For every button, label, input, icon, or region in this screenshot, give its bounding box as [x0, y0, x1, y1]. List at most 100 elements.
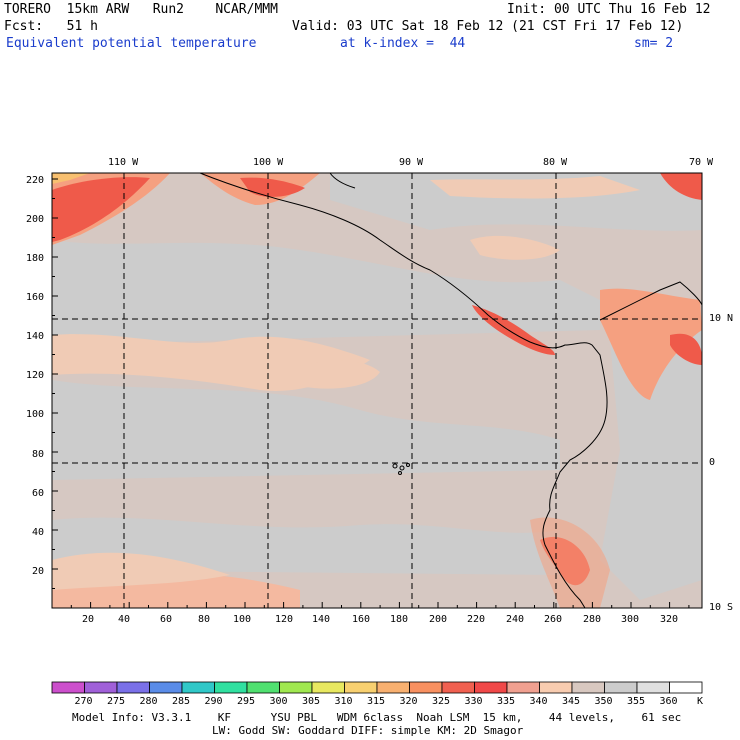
colorbar-label: 270 — [74, 696, 93, 707]
galapagos-island — [399, 465, 405, 471]
colorbar-swatch — [474, 681, 508, 694]
colorbar-label: 325 — [432, 696, 451, 707]
lon-label-100w: 100 W — [253, 157, 284, 168]
y-tick-label: 220 — [26, 175, 45, 186]
colorbar-label: 335 — [497, 696, 516, 707]
y-tick-label: 180 — [26, 253, 45, 264]
lon-label-110w: 110 W — [108, 157, 139, 168]
colorbar-swatch — [344, 681, 378, 694]
colorbar-swatch — [246, 681, 280, 694]
field-region-350K — [52, 380, 560, 480]
level-index: at k-index = 44 — [340, 36, 466, 51]
model-run-title: TORERO 15km ARW Run2 NCAR/MMM — [4, 2, 278, 17]
model-info-line2: LW: Godd SW: Goddard DIFF: simple KM: 2D… — [212, 724, 524, 737]
valid-time: Valid: 03 UTC Sat 18 Feb 12 (21 CST Fri … — [292, 19, 684, 34]
colorbar-label: 355 — [627, 696, 646, 707]
x-tick-label: 40 — [118, 614, 131, 625]
lat-label-0: 0 — [709, 457, 716, 468]
field-region-330K — [472, 305, 555, 355]
x-tick-label: 160 — [352, 614, 371, 625]
colorbar-swatch — [116, 681, 150, 694]
map-field — [52, 173, 702, 608]
field-name: Equivalent potential temperature — [6, 36, 257, 51]
y-tick-label: 80 — [32, 449, 45, 460]
galapagos-island — [392, 463, 398, 469]
lon-label-70w: 70 W — [689, 157, 714, 168]
field-region-350K — [52, 517, 560, 575]
forecast-hour: Fcst: 51 h — [4, 19, 98, 34]
colorbar-swatch — [149, 681, 183, 694]
colorbar-label: 360 — [659, 696, 678, 707]
colorbar-swatch — [51, 681, 85, 694]
x-tick-label: 100 — [233, 614, 252, 625]
graticule — [52, 173, 702, 608]
y-tick-label: 40 — [32, 527, 45, 538]
colorbar-label: 345 — [562, 696, 581, 707]
x-tick-label: 280 — [583, 614, 602, 625]
field-region-330K — [240, 177, 305, 197]
x-tick-label: 20 — [82, 614, 95, 625]
field-region-350K — [600, 330, 702, 600]
x-tick-label: 200 — [429, 614, 448, 625]
colorbar-unit: K — [697, 696, 704, 707]
x-tick-label: 220 — [467, 614, 486, 625]
colorbar-label: 320 — [399, 696, 418, 707]
y-tick-label: 60 — [32, 488, 45, 499]
colorbar-label: 300 — [269, 696, 288, 707]
lon-label-80w: 80 W — [543, 157, 568, 168]
x-tick-label: 120 — [275, 614, 294, 625]
central-south-america-coastline — [199, 172, 608, 609]
x-tick-label: 80 — [198, 614, 211, 625]
field-region-335K — [600, 288, 702, 400]
axis-tick-marks — [51, 178, 690, 609]
x-tick-label: 60 — [160, 614, 173, 625]
galapagos-island — [398, 471, 402, 475]
colorbar-label: 280 — [139, 696, 158, 707]
colorbar-swatch — [181, 681, 215, 694]
model-info-line1: Model Info: V3.3.1 KF YSU PBL WDM 6class… — [72, 711, 682, 724]
lon-label-90w: 90 W — [399, 157, 424, 168]
x-tick-label: 300 — [621, 614, 640, 625]
x-tick-label: 260 — [544, 614, 563, 625]
y-tick-label: 20 — [32, 566, 45, 577]
y-tick-label: 100 — [26, 409, 45, 420]
mexico-coastline — [329, 172, 356, 189]
colorbar-swatch — [539, 681, 573, 694]
colorbar-swatch — [279, 681, 313, 694]
field-region-340K — [52, 552, 230, 590]
colorbar-label: 315 — [367, 696, 386, 707]
colorbar-swatch — [409, 681, 443, 694]
colorbar-swatch — [571, 681, 605, 694]
y-tick-label: 120 — [26, 370, 45, 381]
y-tick-label: 140 — [26, 331, 45, 342]
plot-frame — [51, 172, 703, 609]
colorbar-swatch — [604, 681, 638, 694]
colorbar-swatch — [636, 681, 670, 694]
colorbar-label: 350 — [594, 696, 613, 707]
field-region-320K — [52, 173, 90, 184]
x-tick-label: 320 — [660, 614, 679, 625]
init-time: Init: 00 UTC Thu 16 Feb 12 — [507, 2, 711, 17]
lat-label-10n: 10 N — [709, 313, 734, 324]
y-tick-label: 160 — [26, 292, 45, 303]
colorbar-label: 305 — [302, 696, 321, 707]
x-tick-label: 180 — [390, 614, 409, 625]
colorbar-label: 295 — [237, 696, 256, 707]
field-region-340K — [280, 360, 380, 389]
colorbar-swatch — [441, 681, 475, 694]
colorbar-label: 340 — [529, 696, 548, 707]
colorbar-swatch — [311, 681, 345, 694]
colorbar-swatch — [669, 681, 703, 694]
colorbar-swatch — [506, 681, 540, 694]
x-tick-label: 240 — [506, 614, 525, 625]
caribbean-coastline — [599, 281, 703, 321]
field-region-330K — [670, 333, 702, 365]
colorbar-label: 310 — [334, 696, 353, 707]
colorbar-swatch — [214, 681, 248, 694]
colorbar-swatch — [84, 681, 118, 694]
colorbar-label: 285 — [172, 696, 191, 707]
field-region-330K — [660, 173, 702, 200]
smoothing-label: sm= 2 — [634, 36, 674, 51]
field-region-340K — [430, 176, 640, 199]
colorbar-swatch — [376, 681, 410, 694]
